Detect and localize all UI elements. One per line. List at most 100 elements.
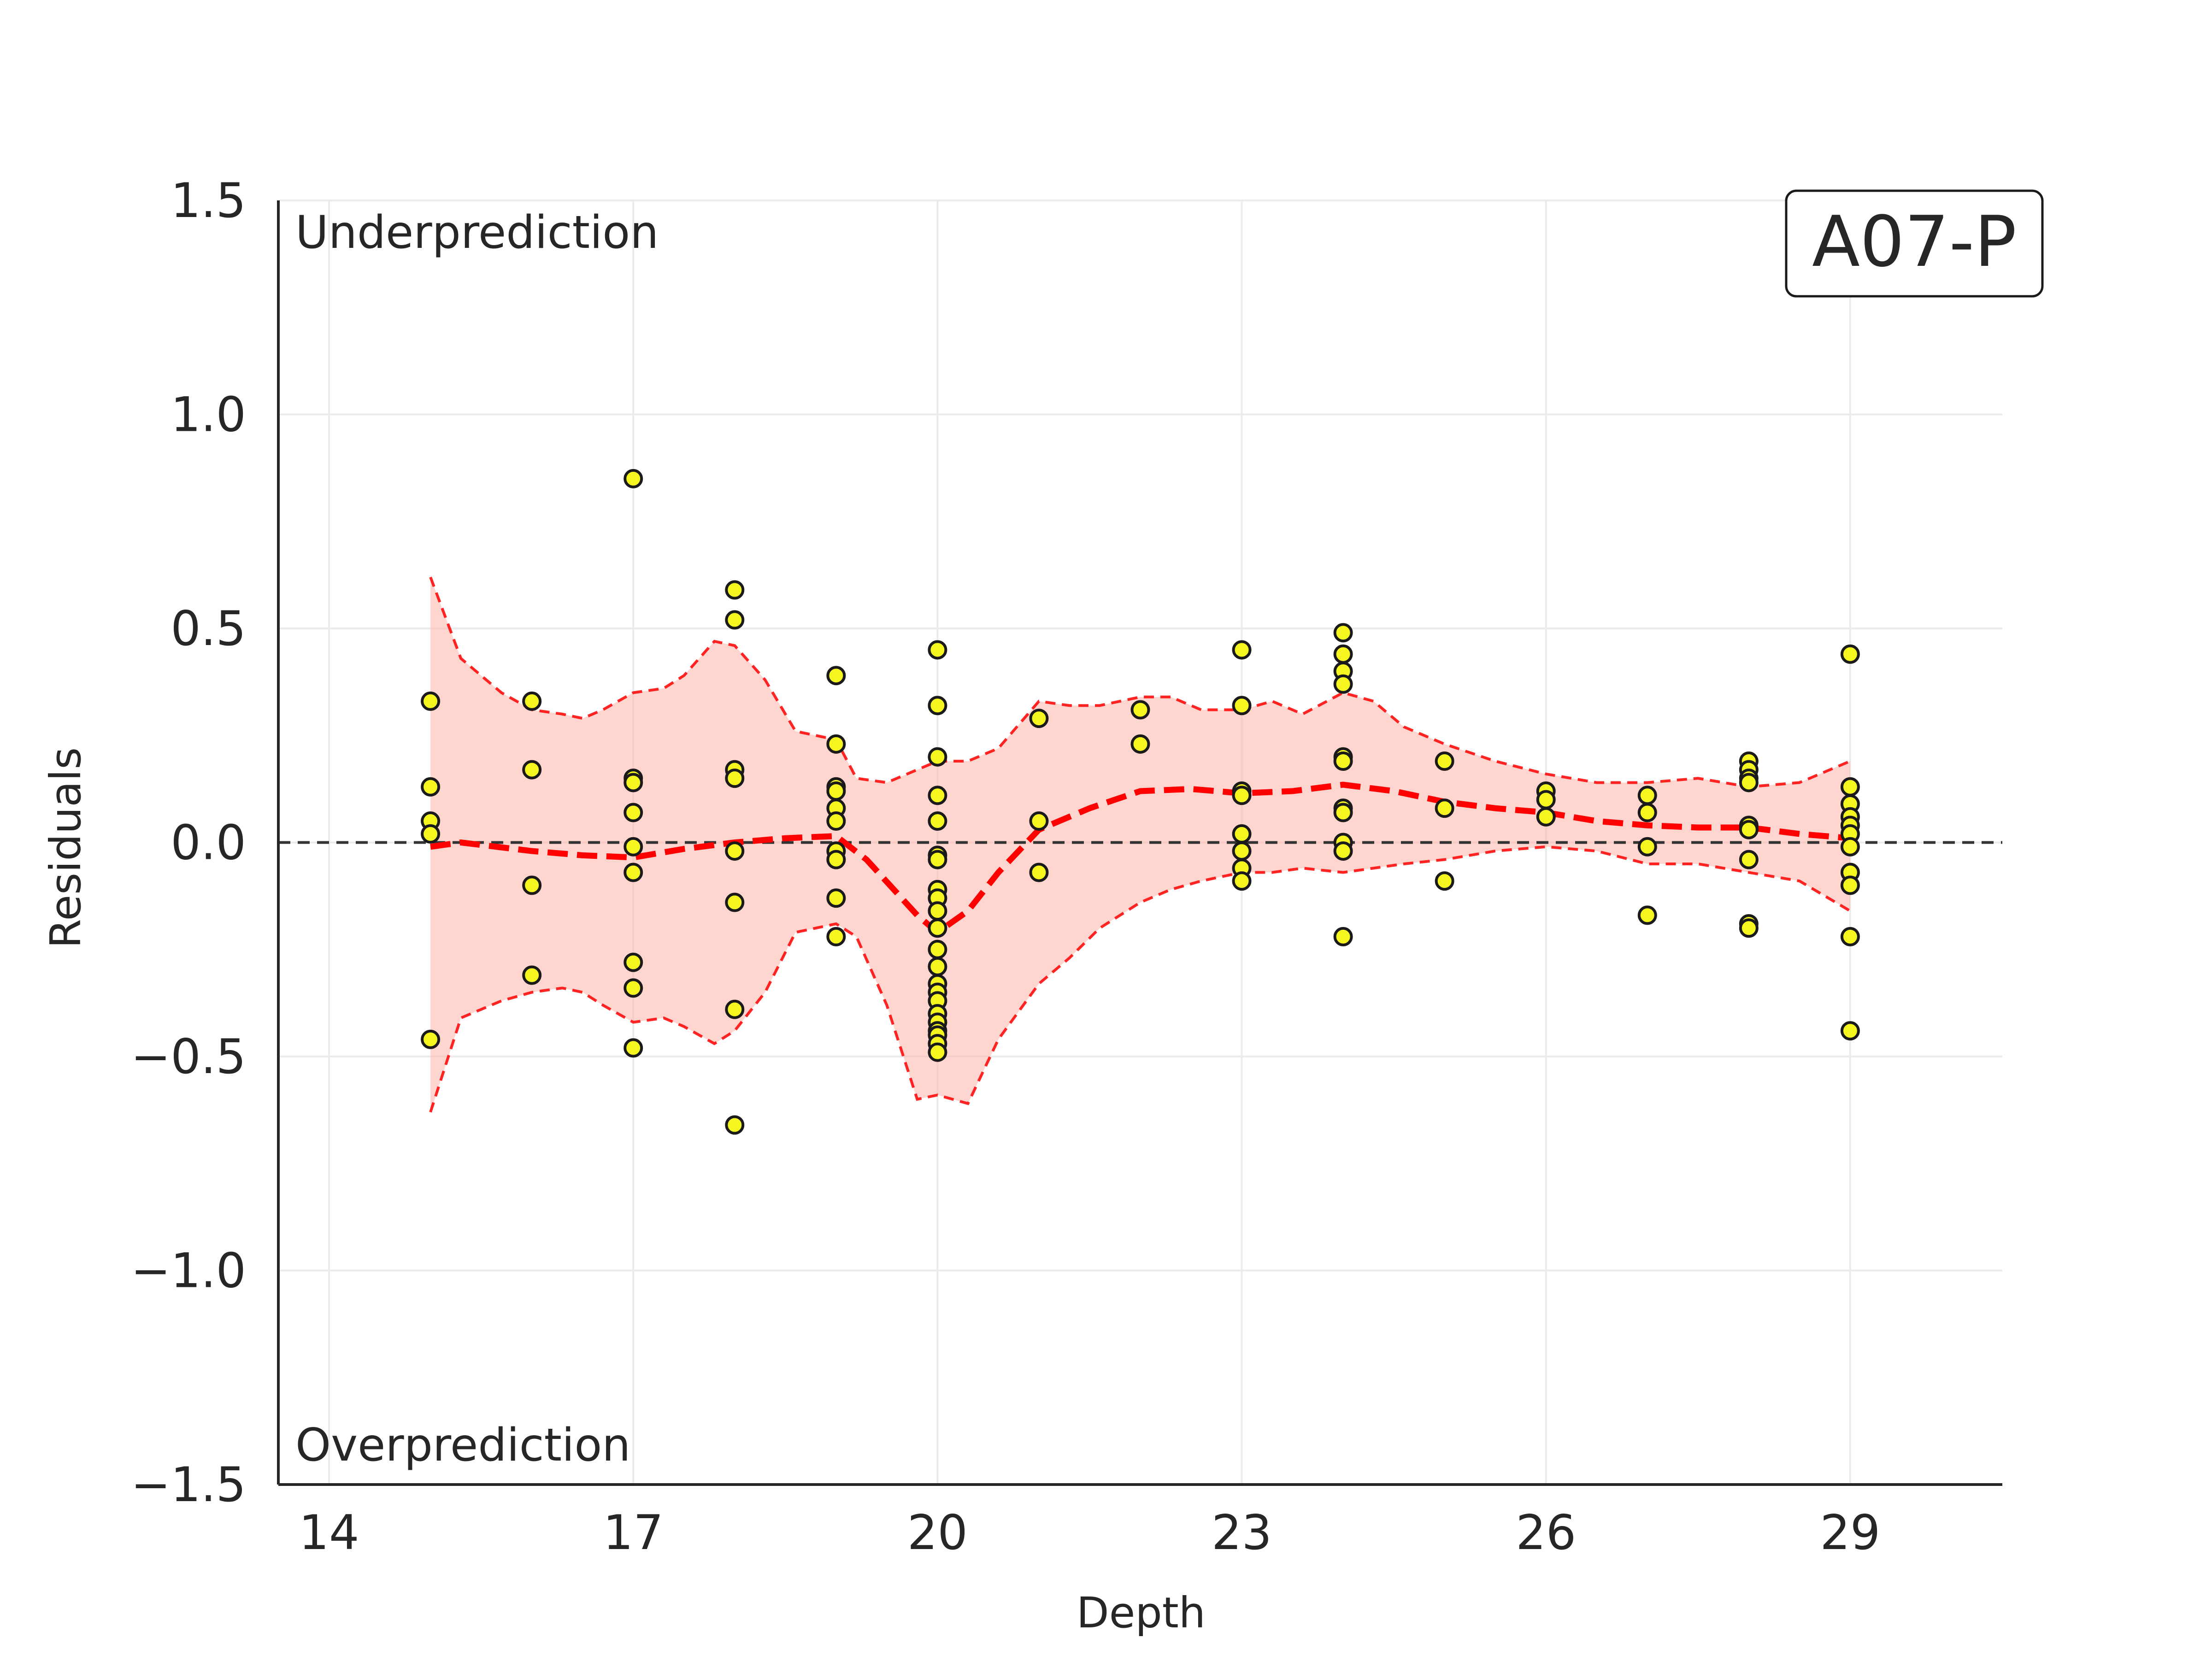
confidence-band	[429, 576, 1851, 1113]
y-axis-title: Residuals	[41, 747, 90, 948]
residual-point	[624, 469, 643, 488]
residual-point	[1536, 790, 1556, 810]
residual-point	[826, 811, 846, 831]
residual-point	[1333, 927, 1353, 946]
y-tick-label: 1.0	[171, 387, 246, 443]
residual-point	[624, 773, 643, 792]
residual-point	[826, 927, 846, 946]
trend-path	[430, 781, 1851, 936]
residual-point	[1637, 803, 1657, 822]
residual-point	[725, 610, 745, 630]
residual-point	[826, 666, 846, 686]
tick-labels: 14 17 20 23 26 29 −1.5 −1.0 −0.5 0.0 0.5 1.0 1.5	[131, 173, 1881, 1561]
residual-point	[1232, 824, 1252, 844]
x-tick-label: 17	[603, 1505, 664, 1561]
residual-point	[1333, 751, 1353, 771]
residual-point	[1130, 734, 1150, 754]
residual-point	[1333, 841, 1353, 861]
x-tick-label: 20	[907, 1505, 968, 1561]
residual-point	[1637, 786, 1657, 805]
residual-point	[1333, 644, 1353, 664]
annotation-overprediction: Overprediction	[295, 1419, 630, 1472]
residual-point	[928, 850, 947, 869]
x-axis-title: Depth	[1077, 1588, 1206, 1638]
residual-point	[928, 918, 947, 938]
residual-point	[1739, 820, 1759, 839]
residual-point	[725, 999, 745, 1019]
y-tick-label: 0.5	[171, 601, 246, 657]
residual-point	[928, 939, 947, 959]
residual-point	[522, 760, 542, 780]
residual-point	[1435, 751, 1454, 771]
residual-point	[522, 691, 542, 711]
residual-point	[1840, 1021, 1860, 1041]
residual-point	[725, 1115, 745, 1135]
residual-point	[1435, 798, 1454, 818]
residual-point	[1637, 837, 1657, 857]
residual-point	[826, 888, 846, 908]
residual-point	[1536, 807, 1556, 827]
residual-point	[1232, 841, 1252, 861]
residual-point	[1840, 837, 1860, 857]
annotation-underprediction: Underprediction	[295, 206, 659, 259]
residual-point	[928, 747, 947, 767]
residual-point	[1232, 871, 1252, 891]
residual-point	[624, 837, 643, 857]
residual-point	[624, 803, 643, 822]
x-tick-label: 23	[1212, 1505, 1272, 1561]
panel-badge: A07-P	[1785, 189, 2044, 298]
residual-point	[1435, 871, 1454, 891]
residual-point	[1840, 777, 1860, 797]
trend-line	[430, 781, 1851, 936]
badge-frame	[1785, 189, 2044, 298]
x-tick-label: 26	[1516, 1505, 1576, 1561]
residual-point	[1029, 709, 1049, 728]
residual-point	[1333, 674, 1353, 694]
residual-point	[1739, 773, 1759, 792]
residual-point	[1840, 875, 1860, 895]
residual-point	[1739, 850, 1759, 869]
residual-point	[725, 841, 745, 861]
residual-point	[928, 696, 947, 716]
residual-point	[1029, 811, 1049, 831]
y-tick-label: −1.0	[131, 1244, 246, 1299]
axes	[277, 200, 2002, 1486]
residual-point	[624, 1038, 643, 1058]
residual-point	[1637, 905, 1657, 925]
band-fill	[430, 577, 1850, 1112]
x-tick-label: 14	[299, 1505, 359, 1561]
residual-point	[522, 965, 542, 985]
residual-point	[1840, 644, 1860, 664]
residual-point	[624, 978, 643, 998]
residual-point	[928, 901, 947, 921]
residual-point	[1333, 803, 1353, 822]
residual-point	[624, 863, 643, 882]
residual-point	[421, 691, 441, 711]
residual-point	[928, 957, 947, 976]
residual-points	[421, 469, 1860, 1135]
residual-point	[421, 824, 441, 844]
residual-point	[1333, 623, 1353, 643]
badge-label: A07-P	[1812, 201, 2017, 282]
y-tick-label: −0.5	[131, 1029, 246, 1085]
residual-point	[1232, 696, 1252, 716]
residual-point	[624, 952, 643, 972]
residual-point	[826, 781, 846, 801]
y-tick-label: 0.0	[171, 816, 246, 871]
residual-point	[421, 777, 441, 797]
residual-point	[725, 892, 745, 912]
residual-point	[928, 640, 947, 660]
residual-point	[1029, 863, 1049, 882]
residual-point	[1130, 700, 1150, 720]
residual-point	[1232, 786, 1252, 805]
residual-point	[725, 580, 745, 600]
x-tick-label: 29	[1820, 1505, 1880, 1561]
residual-point	[725, 769, 745, 788]
y-tick-label: −1.5	[131, 1457, 246, 1513]
residual-point	[1840, 927, 1860, 946]
residual-point	[421, 1029, 441, 1049]
band-upper-edge	[429, 576, 1851, 788]
residual-point	[826, 850, 846, 869]
